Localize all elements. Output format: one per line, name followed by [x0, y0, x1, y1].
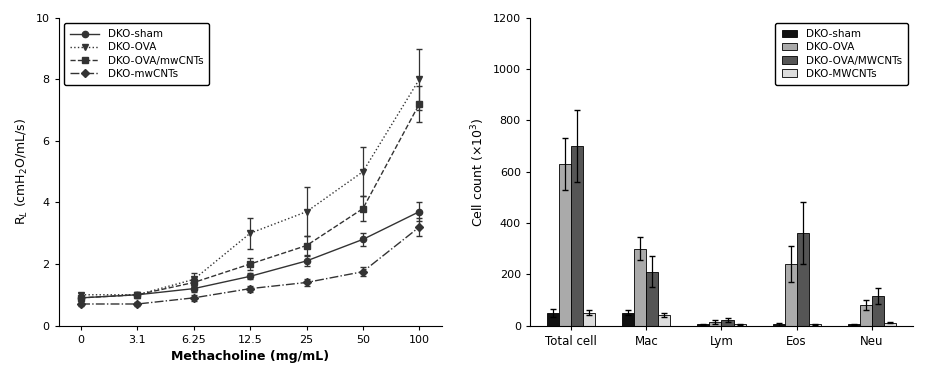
Legend: DKO-sham, DKO-OVA, DKO-OVA/MWCNTs, DKO-MWCNTs: DKO-sham, DKO-OVA, DKO-OVA/MWCNTs, DKO-M…	[775, 23, 908, 85]
Bar	[709, 322, 721, 325]
Bar	[721, 320, 733, 325]
Bar	[859, 305, 871, 325]
Bar	[547, 313, 559, 325]
Bar	[583, 313, 595, 325]
Bar	[883, 323, 895, 325]
Bar	[571, 146, 583, 325]
Bar	[634, 248, 646, 325]
Legend: DKO-sham, DKO-OVA, DKO-OVA/mwCNTs, DKO-mwCNTs: DKO-sham, DKO-OVA, DKO-OVA/mwCNTs, DKO-m…	[64, 23, 210, 85]
Y-axis label: Cell count (×10$^{3}$): Cell count (×10$^{3}$)	[470, 117, 488, 227]
Bar	[808, 324, 820, 325]
Bar	[658, 315, 670, 325]
Bar	[646, 272, 658, 325]
Bar	[622, 313, 634, 325]
Bar	[772, 324, 784, 325]
Bar	[847, 324, 859, 325]
Bar	[733, 324, 745, 325]
X-axis label: Methacholine (mg/mL): Methacholine (mg/mL)	[171, 350, 329, 363]
Bar	[697, 324, 709, 325]
Bar	[871, 296, 883, 325]
Bar	[559, 164, 571, 325]
Y-axis label: R$_{L}$ (cmH$_{2}$O/mL/s): R$_{L}$ (cmH$_{2}$O/mL/s)	[14, 118, 30, 225]
Bar	[796, 233, 808, 325]
Bar	[784, 264, 796, 325]
